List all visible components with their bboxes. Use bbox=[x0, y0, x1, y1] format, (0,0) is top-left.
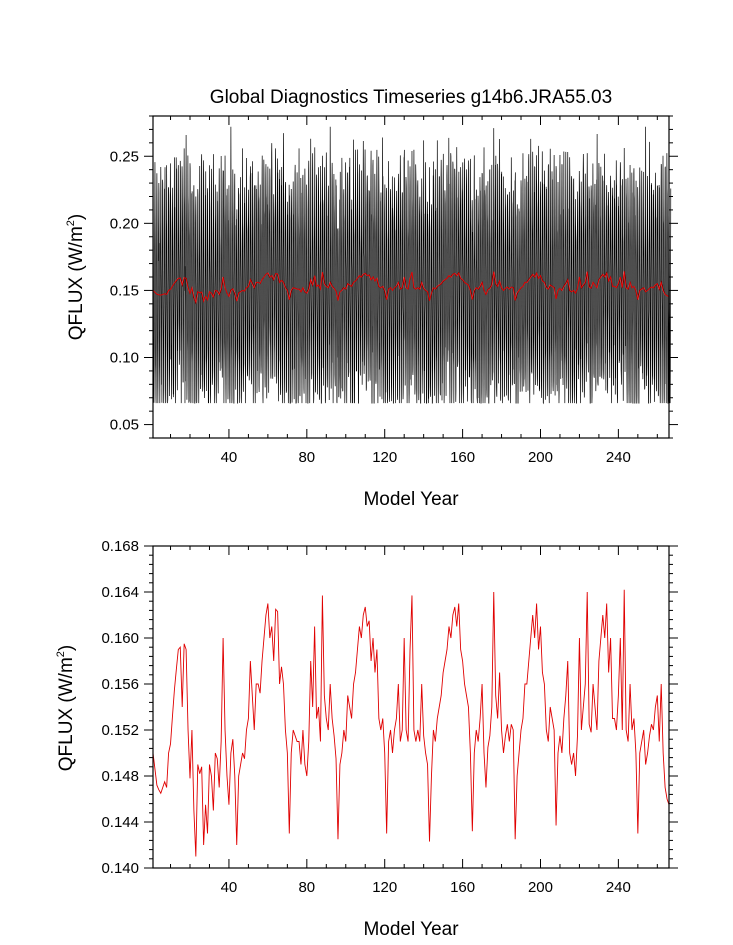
top-series-group bbox=[152, 126, 672, 405]
bottom-x-tick-label: 120 bbox=[372, 879, 397, 896]
bottom-y-tick-label: 0.160 bbox=[101, 630, 139, 647]
bottom-y-axis-label-main: QFLUX (W/m bbox=[56, 657, 77, 771]
top-y-axis-label-main: QFLUX (W/m bbox=[66, 226, 87, 340]
top-x-tick-label: 120 bbox=[372, 449, 397, 466]
top-x-tick-label: 240 bbox=[606, 449, 631, 466]
bottom-y-axis-label-sup: 2 bbox=[55, 651, 67, 657]
top-y-tick-label: 0.15 bbox=[110, 282, 139, 299]
top-x-tick-label: 160 bbox=[450, 449, 475, 466]
bottom-x-axis-label: Model Year bbox=[363, 919, 459, 940]
bottom-series-group bbox=[152, 589, 670, 857]
top-axis-ticks: 40 80 120 160 200 240 0.05 0.10 0.15 0.20 0.25 bbox=[110, 115, 678, 466]
chart-title: Global Diagnostics Timeseries g14b6.JRA5… bbox=[210, 87, 612, 108]
bottom-x-tick-label: 240 bbox=[606, 879, 631, 896]
bottom-y-axis-label-end: ) bbox=[56, 645, 77, 651]
bottom-y-tick-label: 0.164 bbox=[101, 584, 139, 601]
bottom-y-tick-label: 0.168 bbox=[101, 538, 139, 555]
top-y-tick-label: 0.10 bbox=[110, 350, 139, 367]
bottom-y-tick-label: 0.152 bbox=[101, 722, 139, 739]
bottom-y-tick-label: 0.156 bbox=[101, 676, 139, 693]
top-y-tick-label: 0.25 bbox=[110, 148, 139, 165]
bottom-y-tick-label: 0.144 bbox=[101, 814, 139, 831]
bottom-x-tick-label: 40 bbox=[221, 879, 238, 896]
top-y-tick-label: 0.05 bbox=[110, 417, 139, 434]
top-annual-series-line bbox=[152, 271, 670, 305]
top-y-axis-label: QFLUX (W/m2) bbox=[65, 214, 87, 340]
bottom-axis-ticks: 40 80 120 160 200 240 0.140 0.144 0.148 0.152 0.15… bbox=[101, 538, 678, 896]
bottom-plot-frame bbox=[152, 545, 670, 869]
top-x-tick-label: 40 bbox=[221, 449, 238, 466]
bottom-y-axis-label: QFLUX (W/m2) bbox=[55, 645, 77, 771]
bottom-x-tick-label: 200 bbox=[528, 879, 553, 896]
bottom-y-tick-label: 0.148 bbox=[101, 768, 139, 785]
top-monthly-series-line bbox=[152, 126, 672, 405]
bottom-panel: 40 80 120 160 200 240 0.140 0.144 0.148 0.152 0.15… bbox=[55, 538, 678, 940]
top-x-tick-label: 200 bbox=[528, 449, 553, 466]
top-x-tick-label: 80 bbox=[298, 449, 315, 466]
top-y-axis-label-end: ) bbox=[66, 214, 87, 220]
top-y-tick-label: 0.20 bbox=[110, 215, 139, 232]
top-x-axis-label: Model Year bbox=[363, 489, 459, 510]
bottom-y-tick-label: 0.140 bbox=[101, 860, 139, 877]
top-y-axis-label-sup: 2 bbox=[65, 220, 77, 226]
bottom-annual-series-line bbox=[152, 589, 670, 857]
bottom-x-tick-label: 80 bbox=[298, 879, 315, 896]
bottom-x-tick-label: 160 bbox=[450, 879, 475, 896]
top-panel: Global Diagnostics Timeseries g14b6.JRA5… bbox=[65, 87, 678, 510]
